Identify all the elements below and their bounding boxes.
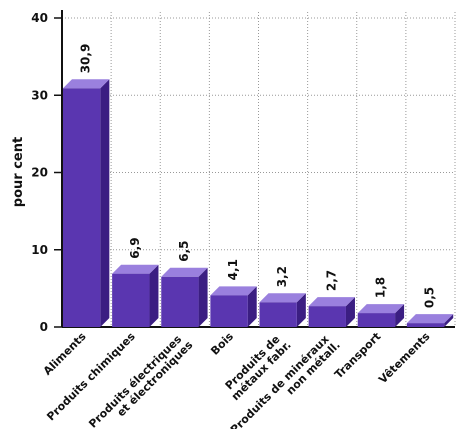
bar: [308, 297, 355, 327]
bar-front: [210, 295, 248, 327]
bar-side: [149, 264, 159, 327]
bar-side: [100, 79, 110, 327]
value-label: 30,9: [79, 44, 93, 74]
y-tick-label: 0: [40, 320, 48, 334]
x-tick-label: Produits électriques et électroniques: [86, 330, 195, 429]
value-label: 2,7: [324, 270, 338, 291]
bar-front: [259, 302, 297, 327]
value-label: 0,5: [423, 287, 437, 308]
x-tick-label: Aliments: [41, 330, 89, 378]
x-tick-label: Vêtements: [376, 330, 433, 387]
bar-top: [63, 79, 110, 89]
value-label: 1,8: [373, 277, 387, 298]
bar-front: [406, 323, 445, 327]
bar-top: [308, 297, 355, 307]
bar: [406, 314, 454, 327]
value-label: 6,5: [177, 241, 191, 262]
bar-top: [357, 304, 405, 314]
bar-front: [308, 306, 346, 327]
y-axis-label: pour cent: [11, 137, 26, 207]
y-tick-label: 30: [31, 88, 48, 102]
value-label: 3,2: [275, 266, 289, 287]
bar: [259, 293, 306, 327]
bar: [357, 304, 405, 327]
y-tick-label: 10: [31, 243, 48, 257]
value-label: 4,1: [226, 259, 240, 280]
bar-top: [161, 267, 208, 277]
bar-top: [406, 314, 454, 324]
y-tick-label: 40: [31, 11, 48, 25]
bar-top: [210, 286, 257, 296]
bar: [210, 286, 257, 327]
bar: [161, 267, 208, 327]
bar-front: [161, 276, 199, 327]
bar: [63, 79, 110, 327]
bar-front: [112, 273, 150, 327]
bar-side: [345, 297, 355, 327]
bar-front: [357, 313, 396, 327]
x-tick-label: Transport: [332, 330, 383, 381]
bar: [112, 264, 159, 327]
bar-top: [112, 264, 159, 274]
y-tick-label: 20: [31, 166, 48, 180]
bar-side: [296, 293, 306, 327]
bar-front: [63, 88, 101, 327]
bar-side: [198, 267, 208, 327]
bar-side: [444, 314, 454, 327]
bar-side: [247, 286, 257, 327]
value-label: 6,9: [128, 237, 142, 258]
bar-side: [395, 304, 405, 327]
x-tick-label: Bois: [208, 330, 236, 358]
bar-top: [259, 293, 306, 303]
